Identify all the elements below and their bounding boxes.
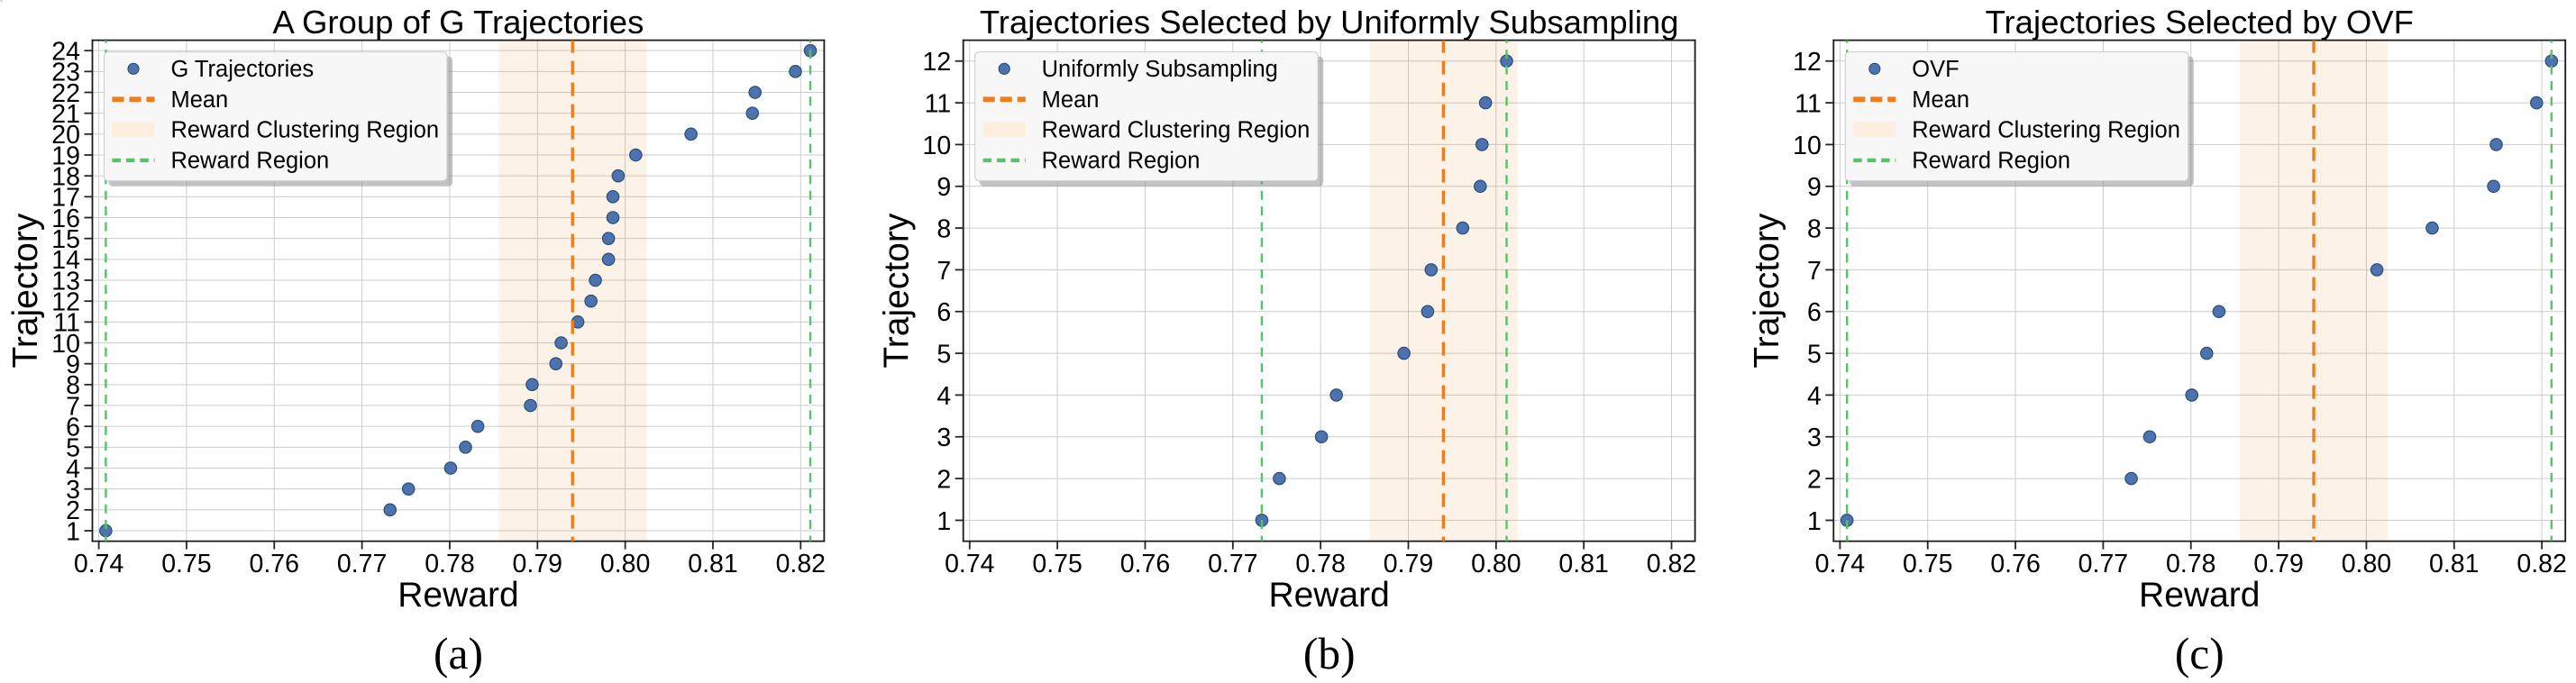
svg-text:Trajectory: Trajectory (1748, 213, 1786, 368)
svg-text:17: 17 (51, 184, 80, 213)
svg-text:A Group of G Trajectories: A Group of G Trajectories (273, 4, 644, 41)
svg-text:0.77: 0.77 (337, 550, 387, 578)
svg-text:12: 12 (51, 288, 80, 317)
svg-text:6: 6 (936, 298, 951, 327)
svg-text:22: 22 (51, 79, 80, 108)
svg-text:0.78: 0.78 (1295, 550, 1345, 578)
svg-text:0.76: 0.76 (250, 550, 299, 578)
svg-text:11: 11 (53, 309, 80, 338)
svg-text:0.79: 0.79 (2253, 550, 2303, 578)
svg-text:0.74: 0.74 (74, 550, 124, 578)
svg-text:7: 7 (936, 257, 951, 286)
svg-text:0.74: 0.74 (945, 550, 995, 578)
svg-text:8: 8 (1807, 214, 1822, 243)
svg-text:10: 10 (922, 132, 951, 160)
svg-text:0.81: 0.81 (688, 550, 737, 578)
svg-text:0.82: 0.82 (2517, 550, 2566, 578)
svg-text:Reward Region: Reward Region (170, 149, 329, 174)
svg-text:G Trajectories: G Trajectories (170, 57, 314, 82)
svg-text:3: 3 (1807, 423, 1822, 452)
svg-text:10: 10 (1793, 132, 1822, 160)
svg-text:9: 9 (66, 351, 80, 379)
svg-text:6: 6 (1807, 298, 1822, 327)
svg-text:(a): (a) (434, 629, 483, 678)
svg-text:5: 5 (936, 340, 951, 369)
svg-text:0.80: 0.80 (1471, 550, 1521, 578)
svg-text:13: 13 (51, 267, 80, 296)
svg-text:Reward Region: Reward Region (1042, 149, 1201, 174)
svg-text:7: 7 (66, 392, 80, 421)
svg-text:OVF: OVF (1912, 57, 1959, 82)
svg-text:0.78: 0.78 (2166, 550, 2215, 578)
svg-text:8: 8 (936, 214, 951, 243)
svg-text:19: 19 (51, 141, 80, 170)
svg-text:1: 1 (66, 517, 80, 546)
svg-text:20: 20 (51, 121, 80, 150)
svg-text:24: 24 (51, 38, 80, 67)
svg-text:(c): (c) (2175, 629, 2224, 678)
svg-text:15: 15 (51, 225, 80, 254)
svg-text:Trajectories Selected by OVF: Trajectories Selected by OVF (1986, 4, 2414, 41)
svg-text:Reward: Reward (1268, 576, 1389, 615)
svg-text:21: 21 (51, 100, 80, 129)
svg-text:(b): (b) (1303, 629, 1356, 678)
svg-text:23: 23 (51, 59, 80, 87)
svg-text:2: 2 (66, 496, 80, 525)
svg-text:14: 14 (51, 246, 80, 275)
svg-text:Mean: Mean (170, 87, 228, 113)
svg-text:7: 7 (1807, 257, 1822, 286)
svg-text:0.75: 0.75 (1903, 550, 1952, 578)
svg-text:Trajectory: Trajectory (877, 213, 916, 368)
svg-text:4: 4 (1807, 382, 1822, 411)
svg-text:0.81: 0.81 (2429, 550, 2479, 578)
svg-text:5: 5 (66, 434, 80, 463)
svg-text:0.76: 0.76 (1990, 550, 2040, 578)
svg-text:Reward: Reward (2139, 576, 2260, 615)
svg-text:0.82: 0.82 (776, 550, 826, 578)
svg-text:Mean: Mean (1912, 87, 1969, 113)
svg-text:6: 6 (66, 414, 80, 442)
svg-text:12: 12 (1793, 48, 1822, 77)
svg-text:Reward Clustering Region: Reward Clustering Region (1912, 118, 2180, 143)
svg-text:1: 1 (1807, 507, 1822, 536)
svg-text:8: 8 (66, 371, 80, 400)
svg-text:0.79: 0.79 (1384, 550, 1433, 578)
svg-text:3: 3 (936, 423, 951, 452)
svg-text:Reward Clustering Region: Reward Clustering Region (170, 118, 439, 143)
svg-text:Mean: Mean (1042, 87, 1100, 113)
svg-text:0.81: 0.81 (1558, 550, 1608, 578)
svg-text:5: 5 (1807, 340, 1822, 369)
svg-text:Reward: Reward (397, 576, 518, 615)
svg-text:16: 16 (51, 205, 80, 233)
svg-text:0.79: 0.79 (513, 550, 562, 578)
svg-text:10: 10 (51, 330, 80, 359)
svg-text:1: 1 (936, 507, 951, 536)
svg-text:Reward Clustering Region: Reward Clustering Region (1042, 118, 1311, 143)
svg-text:0.75: 0.75 (1032, 550, 1082, 578)
svg-text:12: 12 (922, 48, 951, 77)
svg-text:Reward Region: Reward Region (1912, 149, 2070, 174)
svg-text:4: 4 (66, 455, 80, 484)
svg-text:11: 11 (1795, 89, 1822, 118)
svg-text:2: 2 (936, 465, 951, 494)
svg-text:Trajectory: Trajectory (6, 213, 45, 368)
svg-text:0.80: 0.80 (600, 550, 650, 578)
svg-text:18: 18 (51, 163, 80, 192)
svg-text:0.82: 0.82 (1647, 550, 1696, 578)
svg-text:0.77: 0.77 (2078, 550, 2128, 578)
svg-text:2: 2 (1807, 465, 1822, 494)
svg-text:Uniformly Subsampling: Uniformly Subsampling (1042, 57, 1278, 82)
svg-text:0.78: 0.78 (425, 550, 474, 578)
svg-text:9: 9 (1807, 173, 1822, 202)
svg-text:0.77: 0.77 (1208, 550, 1257, 578)
svg-text:0.75: 0.75 (161, 550, 211, 578)
svg-text:3: 3 (66, 476, 80, 505)
svg-text:Trajectories Selected by Unifo: Trajectories Selected by Uniformly Subsa… (980, 4, 1679, 41)
svg-text:0.76: 0.76 (1120, 550, 1170, 578)
svg-text:9: 9 (936, 173, 951, 202)
svg-text:0.74: 0.74 (1815, 550, 1866, 578)
svg-text:4: 4 (936, 382, 951, 411)
svg-text:0.80: 0.80 (2342, 550, 2391, 578)
svg-text:11: 11 (925, 89, 952, 118)
